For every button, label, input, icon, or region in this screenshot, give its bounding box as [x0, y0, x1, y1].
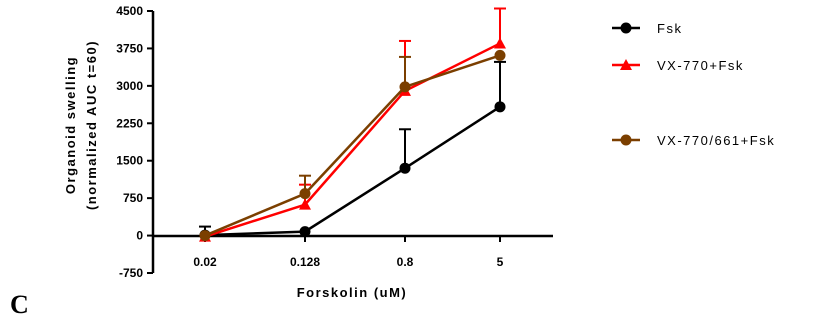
x-tick-label: 5 — [497, 255, 504, 269]
x-tick-label: 0.128 — [290, 255, 320, 269]
y-tick-label: -750 — [119, 266, 143, 280]
legend-label: VX-770/661+Fsk — [657, 133, 775, 148]
series-2 — [199, 7, 506, 242]
legend: Fsk VX-770+Fsk VX-770/661+Fsk — [612, 21, 775, 148]
series-line — [204, 42, 501, 238]
series-3 — [199, 49, 506, 242]
y-tick-label: 3750 — [116, 41, 143, 55]
x-tick-label: 0.8 — [397, 255, 414, 269]
y-tick-label: 3000 — [116, 79, 143, 93]
legend-label: Fsk — [657, 21, 682, 36]
legend-marker — [620, 134, 632, 146]
data-point — [299, 226, 311, 238]
y-tick-label: 750 — [123, 191, 143, 205]
x-tick-label: 0.02 — [193, 255, 217, 269]
y-tick-label: 0 — [136, 229, 143, 243]
y-tick-label: 2250 — [116, 116, 143, 130]
y-tick-label: 1500 — [116, 154, 143, 168]
data-point — [399, 162, 411, 174]
legend-marker — [620, 22, 632, 34]
legend-marker — [620, 59, 632, 70]
legend-label: VX-770+Fsk — [657, 58, 744, 73]
legend-item: Fsk — [612, 21, 682, 36]
y-axis: -750 0 750 1500 2250 3000 3750 4500 — [116, 4, 155, 280]
data-point — [299, 188, 311, 200]
legend-item: VX-770/661+Fsk — [612, 133, 775, 148]
series-line — [204, 105, 501, 237]
series-line — [204, 54, 501, 237]
x-axis: 0.02 0.128 0.8 5 — [153, 234, 553, 269]
panel-label: C — [10, 290, 29, 319]
data-point — [494, 49, 506, 61]
y-axis-title-line-2: (normalized AUC t=60) — [84, 40, 99, 210]
data-point — [399, 81, 411, 93]
y-axis-title: Organoid swelling (normalized AUC t=60) — [63, 40, 99, 210]
x-axis-title: Forskolin (uM) — [297, 285, 408, 300]
data-point — [494, 37, 506, 49]
data-point — [299, 198, 311, 210]
series-layer — [199, 7, 506, 242]
data-point — [494, 101, 506, 113]
y-axis-title-line-1: Organoid swelling — [63, 56, 78, 194]
legend-item: VX-770+Fsk — [612, 58, 744, 73]
data-point — [199, 230, 211, 242]
y-tick-label: 4500 — [116, 4, 143, 18]
